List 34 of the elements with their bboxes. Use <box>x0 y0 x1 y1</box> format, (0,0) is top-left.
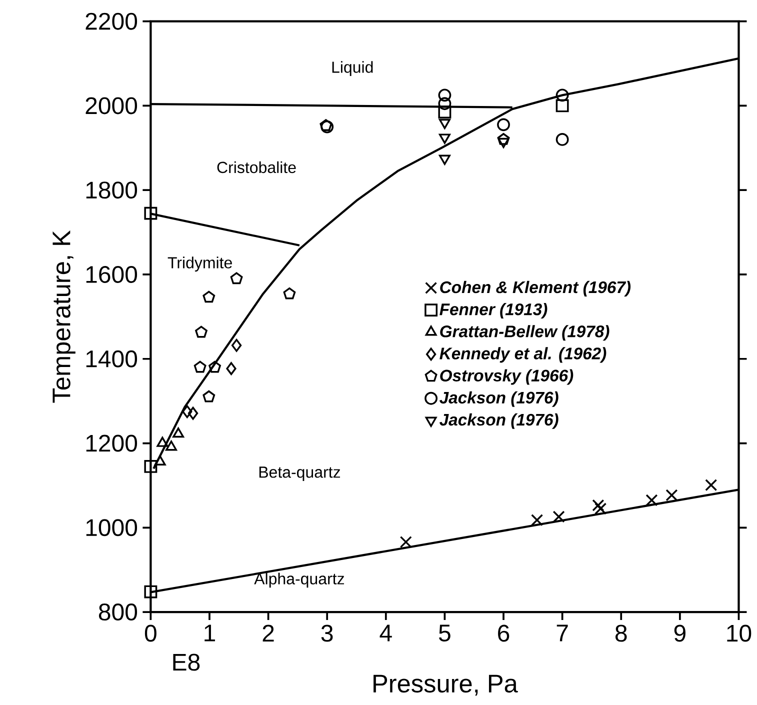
x-tick-label: 4 <box>380 624 392 642</box>
annotation: Alpha-quartz <box>254 572 344 588</box>
x-axis-title: Pressure, Pa <box>374 674 518 696</box>
annotation: Cristobalite <box>217 161 296 174</box>
y-axis-title: Temperature, K <box>52 230 76 403</box>
x-tick-label: 5 <box>438 624 450 642</box>
y-tick-label: 2000 <box>86 97 138 114</box>
y-tick-label: 1400 <box>86 350 138 368</box>
annotation: Tridymite <box>168 256 232 272</box>
legend-label: Jackson (1976) <box>440 391 558 407</box>
legend-label: Grattan-Bellew (1978) <box>440 325 610 341</box>
annotation: Liquid <box>332 61 373 76</box>
y-tick-label: 800 <box>98 604 138 621</box>
x-tick-label: 3 <box>321 624 333 642</box>
legend-label: Ostrovsky (1966) <box>440 369 574 385</box>
x-tick-label: 1 <box>204 624 215 642</box>
x-tick-label: 2 <box>262 624 274 642</box>
x-tick-label: 10 <box>727 624 752 642</box>
x-tick-label: 0 <box>144 624 156 642</box>
text: E8 <box>173 654 200 671</box>
y-tick-label: 1600 <box>86 266 138 283</box>
legend-label: Kennedy et al. (1962) <box>440 347 606 363</box>
y-tick-label: 2200 <box>86 12 138 30</box>
x-tick-label: 6 <box>498 624 510 642</box>
legend-label: Fenner (1913) <box>440 302 548 319</box>
y-tick-label: 1200 <box>86 434 138 452</box>
annotation: Beta-quartz <box>259 466 340 481</box>
x-tick-label: 7 <box>556 624 568 642</box>
legend-label: Jackson (1976) <box>440 413 558 429</box>
x-tick-label: 8 <box>615 624 627 642</box>
legend-label: Cohen & Klement (1967) <box>440 280 631 296</box>
y-tick-label: 1800 <box>86 182 138 199</box>
x-tick-label: 9 <box>674 624 686 642</box>
y-tick-label: 1000 <box>86 519 138 536</box>
